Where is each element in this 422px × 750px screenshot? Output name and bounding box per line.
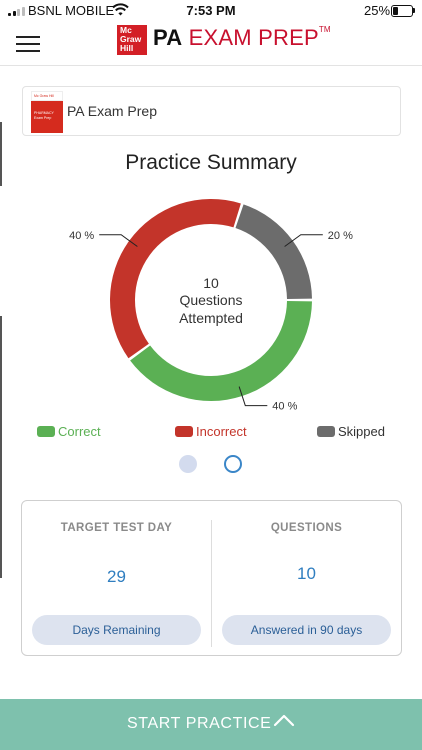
legend-swatch-incorrect: [175, 426, 193, 437]
thumbnail-publisher: Mc Graw Hill: [31, 91, 63, 101]
wifi-icon: [112, 3, 129, 16]
chart-center-label-1: Questions: [179, 292, 242, 308]
app-title-light: EXAM PREP: [188, 25, 319, 50]
chart-center-label-2: Attempted: [179, 310, 243, 326]
legend-label-incorrect: Incorrect: [196, 424, 247, 439]
legend-skipped: Skipped: [317, 424, 385, 439]
stats-card: TARGET TEST DAY 29 Days Remaining QUESTI…: [21, 500, 402, 656]
legend-swatch-correct: [37, 426, 55, 437]
slice-label-skipped: 20 %: [328, 230, 353, 242]
mcgraw-hill-logo: Mc Graw Hill: [117, 25, 147, 55]
legend-label-correct: Correct: [58, 424, 101, 439]
donut-slice-correct: [130, 301, 312, 401]
days-remaining-button[interactable]: Days Remaining: [32, 615, 201, 645]
donut-slice-incorrect: [110, 199, 241, 359]
product-thumbnail: Mc Graw Hill PHARMACY Exam Prep: [31, 91, 63, 133]
legend-label-skipped: Skipped: [338, 424, 385, 439]
hamburger-menu-icon[interactable]: [16, 34, 40, 54]
days-remaining-value: 29: [107, 567, 126, 586]
app-title: PA EXAM PREPTM: [153, 25, 331, 51]
target-test-day-heading: TARGET TEST DAY: [60, 522, 173, 534]
callout-line-skipped: [284, 234, 323, 247]
logo-line-2: Graw: [120, 34, 142, 44]
thumbnail-caption: PHARMACY Exam Prep: [34, 111, 54, 120]
legend-correct: Correct: [37, 424, 101, 439]
questions-panel: QUESTIONS 10 Answered in 90 days: [212, 501, 401, 655]
page-dot-2[interactable]: [224, 455, 242, 473]
chart-center-count: 10: [203, 275, 219, 291]
answered-in-90-days-button[interactable]: Answered in 90 days: [222, 615, 391, 645]
start-practice-button[interactable]: START PRACTICE: [0, 699, 422, 750]
status-clock: 7:53 PM: [186, 3, 236, 18]
app-title-bold: PA: [153, 25, 183, 50]
legend-swatch-skipped: [317, 426, 335, 437]
chevron-up-icon: [273, 714, 295, 727]
signal-bars-icon: [8, 7, 25, 16]
battery-level: [393, 7, 398, 15]
legend-incorrect: Incorrect: [175, 424, 247, 439]
status-bar: BSNL MOBILE 7:53 PM 25%: [0, 0, 422, 22]
scroll-indicator: [0, 316, 2, 578]
carrier-name: BSNL MOBILE: [28, 3, 115, 18]
battery-tip: [413, 8, 415, 13]
callout-line-correct: [238, 386, 268, 407]
page-dot-1[interactable]: [179, 455, 197, 473]
logo-line-1: Mc: [120, 25, 132, 35]
questions-answered-value: 10: [297, 564, 316, 583]
callout-line-incorrect: [99, 234, 138, 247]
app-header: Mc Graw Hill PA EXAM PREPTM: [0, 22, 422, 66]
scroll-indicator: [0, 122, 2, 186]
questions-heading: QUESTIONS: [270, 522, 343, 534]
product-card[interactable]: Mc Graw Hill PHARMACY Exam Prep PA Exam …: [22, 86, 401, 136]
practice-summary-title: Practice Summary: [125, 151, 297, 174]
stats-divider: [211, 520, 212, 647]
slice-label-correct: 40 %: [272, 401, 297, 413]
donut-slice-skipped: [235, 204, 312, 299]
battery-percent: 25%: [364, 3, 391, 18]
battery-icon: [391, 5, 413, 17]
trademark-mark: TM: [318, 25, 331, 34]
start-practice-label: START PRACTICE: [127, 715, 272, 732]
target-test-day-panel: TARGET TEST DAY 29 Days Remaining: [22, 501, 211, 655]
product-name: PA Exam Prep: [67, 103, 158, 119]
slice-label-incorrect: 40 %: [69, 230, 94, 242]
logo-line-3: Hill: [120, 43, 134, 53]
